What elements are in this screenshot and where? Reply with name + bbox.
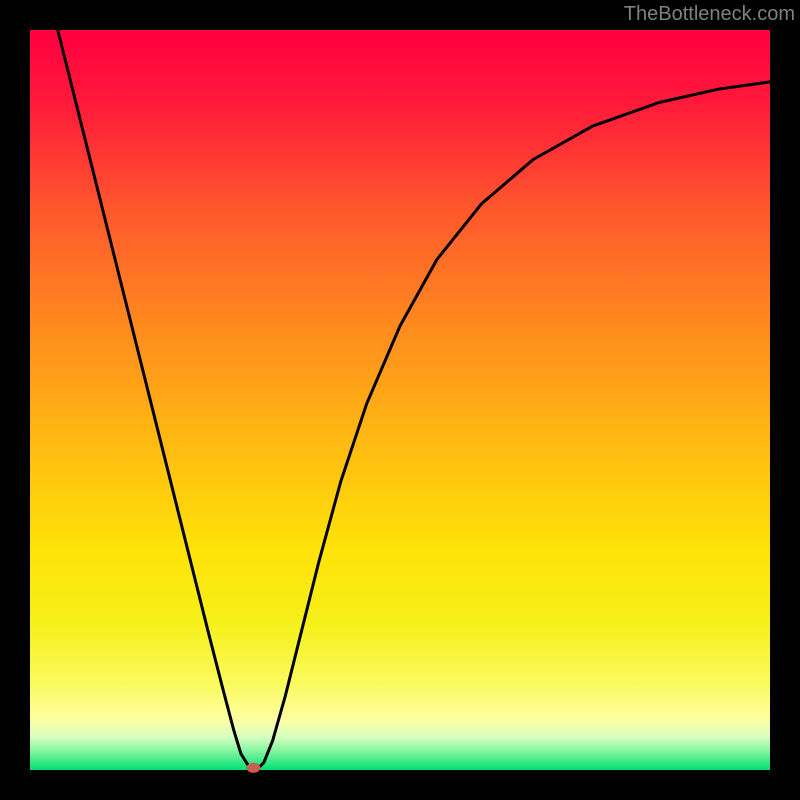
watermark-text: TheBottleneck.com <box>624 3 795 25</box>
bottleneck-chart: TheBottleneck.com <box>0 0 800 800</box>
plot-area <box>30 30 770 770</box>
minimum-marker <box>246 763 260 773</box>
